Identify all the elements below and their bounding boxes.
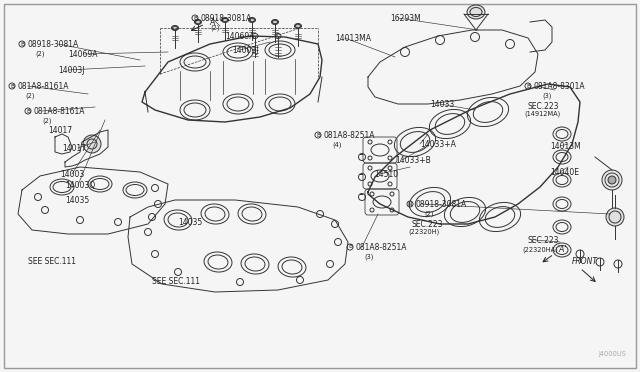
Text: 'A': 'A' <box>208 17 218 26</box>
Text: SEC.223: SEC.223 <box>412 219 444 228</box>
Text: 081A8-8251A: 081A8-8251A <box>355 243 406 251</box>
Text: 14017: 14017 <box>62 144 86 153</box>
Text: B: B <box>20 42 24 46</box>
Text: (4): (4) <box>332 142 342 148</box>
Text: (22320H): (22320H) <box>408 229 439 235</box>
Text: (2): (2) <box>35 51 45 57</box>
Ellipse shape <box>467 5 485 19</box>
Text: 14069A: 14069A <box>68 49 97 58</box>
Text: 14033+B: 14033+B <box>395 155 431 164</box>
Text: (2): (2) <box>42 118 51 124</box>
Text: 14003: 14003 <box>60 170 84 179</box>
Text: 081A8-8161A: 081A8-8161A <box>33 106 84 115</box>
Text: 14003J: 14003J <box>232 45 259 55</box>
Text: SEE SEC.111: SEE SEC.111 <box>152 278 200 286</box>
Ellipse shape <box>83 135 101 153</box>
Text: 14510: 14510 <box>374 170 398 179</box>
Text: B: B <box>348 244 352 250</box>
Text: (3): (3) <box>364 254 373 260</box>
Text: B: B <box>10 83 14 89</box>
Text: 14013M: 14013M <box>550 141 580 151</box>
Text: 081A8-8301A: 081A8-8301A <box>533 81 585 90</box>
Text: 14035: 14035 <box>178 218 202 227</box>
Text: 08918-3081A: 08918-3081A <box>415 199 467 208</box>
Text: 14013MA: 14013MA <box>335 33 371 42</box>
Text: (14912MA): (14912MA) <box>524 111 560 117</box>
Text: B: B <box>316 132 320 138</box>
Text: N: N <box>408 202 412 206</box>
Text: 16293M: 16293M <box>390 13 420 22</box>
Text: (3): (3) <box>542 93 552 99</box>
Text: J4000US: J4000US <box>598 351 626 357</box>
Ellipse shape <box>294 23 301 29</box>
Text: 08918-3081A: 08918-3081A <box>200 13 252 22</box>
Text: SEC.223: SEC.223 <box>528 235 559 244</box>
Ellipse shape <box>606 208 624 226</box>
Text: B: B <box>526 83 530 89</box>
Ellipse shape <box>221 17 228 22</box>
Text: 08918-3081A: 08918-3081A <box>27 39 78 48</box>
Text: (2): (2) <box>25 93 35 99</box>
Text: 'A': 'A' <box>557 246 566 254</box>
Ellipse shape <box>271 19 278 25</box>
Text: 14003J: 14003J <box>58 65 84 74</box>
Text: 081A8-8161A: 081A8-8161A <box>17 81 68 90</box>
Ellipse shape <box>172 26 179 31</box>
Ellipse shape <box>248 17 255 22</box>
Text: 14033+A: 14033+A <box>420 140 456 148</box>
Text: (2): (2) <box>424 211 433 217</box>
Text: (22320HA): (22320HA) <box>522 247 557 253</box>
Text: 14003Q: 14003Q <box>65 180 95 189</box>
Text: B: B <box>193 16 197 20</box>
Ellipse shape <box>608 176 616 184</box>
Text: 14017: 14017 <box>48 125 72 135</box>
Text: B: B <box>26 109 30 113</box>
Ellipse shape <box>602 170 622 190</box>
Text: 14040E: 14040E <box>550 167 579 176</box>
Text: FRONT: FRONT <box>572 257 598 266</box>
Text: 14069A: 14069A <box>225 32 255 41</box>
Ellipse shape <box>195 19 202 25</box>
Text: 14033: 14033 <box>430 99 454 109</box>
Text: (2): (2) <box>210 25 220 31</box>
Text: 14035: 14035 <box>65 196 89 205</box>
Text: SEC.223: SEC.223 <box>528 102 559 110</box>
Text: 081A8-8251A: 081A8-8251A <box>323 131 374 140</box>
Text: SEE SEC.111: SEE SEC.111 <box>28 257 76 266</box>
